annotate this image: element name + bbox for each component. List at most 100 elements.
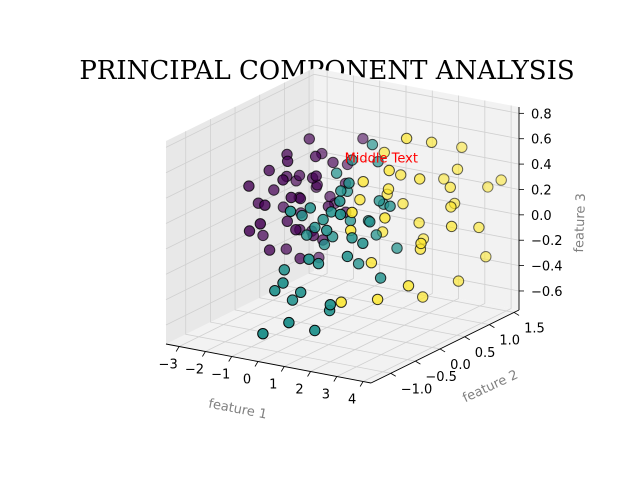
x-tick-label: −1 <box>211 368 230 383</box>
point-class-2 <box>445 220 458 233</box>
point-class-2 <box>395 169 407 181</box>
z-tick-label: −0.6 <box>531 285 563 300</box>
point-class-1 <box>301 229 313 241</box>
point-class-1 <box>352 258 365 270</box>
point-class-0 <box>280 243 292 255</box>
x-tick-label: 2 <box>295 383 303 398</box>
x-tick <box>307 371 311 377</box>
point-class-0 <box>259 199 271 211</box>
point-class-2 <box>451 163 464 176</box>
point-class-2 <box>452 275 465 287</box>
point-class-1 <box>341 250 354 263</box>
point-class-1 <box>312 257 325 270</box>
z-tick-label: 0.0 <box>531 209 552 224</box>
grid-line-y <box>234 106 441 350</box>
point-class-2 <box>414 173 426 185</box>
point-class-1 <box>286 294 299 306</box>
grid-line-x <box>336 100 486 377</box>
point-class-1 <box>372 156 384 168</box>
grid-line-z <box>165 73 520 148</box>
point-class-1 <box>303 253 315 265</box>
y-axis-label: feature 2 <box>460 367 520 406</box>
point-class-2 <box>417 291 429 303</box>
point-class-1 <box>364 216 376 228</box>
point-class-2 <box>365 257 378 269</box>
y-tick-label: −1.0 <box>401 382 433 397</box>
point-class-1 <box>295 286 307 298</box>
point-class-0 <box>277 174 289 186</box>
x-tick <box>280 366 285 372</box>
grid-line-y <box>259 94 465 338</box>
floor-pane <box>166 271 519 383</box>
point-class-2 <box>473 221 485 234</box>
point-class-0 <box>243 225 256 237</box>
x-tick <box>175 346 180 352</box>
point-class-0 <box>310 170 322 182</box>
data-points <box>243 132 507 340</box>
point-class-0 <box>290 224 302 236</box>
point-class-1 <box>304 202 316 214</box>
point-class-2 <box>413 217 425 229</box>
grid-line-y <box>209 119 416 362</box>
point-class-1 <box>346 154 358 166</box>
point-class-0 <box>357 132 369 145</box>
x-tick-label: 0 <box>243 373 251 388</box>
x-tick <box>202 351 206 357</box>
point-class-2 <box>382 183 395 195</box>
point-class-0 <box>281 155 294 168</box>
point-class-1 <box>318 238 331 251</box>
x-tick-label: 3 <box>322 388 330 403</box>
middle-text-annotation: Middle Text <box>345 152 418 167</box>
z-tick-label: 0.6 <box>531 133 552 148</box>
point-class-1 <box>370 229 382 241</box>
point-class-2 <box>402 280 415 292</box>
point-class-2 <box>379 212 391 224</box>
point-class-1 <box>330 167 343 179</box>
y-tick-label: 1.0 <box>499 334 520 349</box>
point-class-2 <box>438 173 450 185</box>
z-tick-label: 0.8 <box>531 107 552 122</box>
point-class-0 <box>268 184 280 196</box>
point-class-2 <box>378 146 390 159</box>
point-class-2 <box>480 251 492 263</box>
point-class-2 <box>346 206 358 219</box>
point-class-0 <box>327 156 339 169</box>
point-class-0 <box>263 164 275 177</box>
point-class-0 <box>285 191 297 204</box>
x-tick <box>333 376 338 382</box>
grid-line-x <box>205 75 354 352</box>
point-class-1 <box>334 208 347 221</box>
back-pane <box>314 68 519 310</box>
point-class-1 <box>309 221 321 234</box>
point-class-1 <box>269 285 281 297</box>
y-tick-label: 0.0 <box>450 358 471 373</box>
point-class-0 <box>254 218 266 230</box>
point-class-1 <box>335 185 347 197</box>
x-tick-label: −3 <box>159 358 178 373</box>
y-tick <box>464 336 470 341</box>
point-class-1 <box>373 195 385 207</box>
x-tick-label: 1 <box>269 378 277 393</box>
y-tick <box>439 348 446 353</box>
point-class-1 <box>346 232 358 244</box>
y-tick <box>489 324 495 328</box>
grid-line-x <box>310 95 459 372</box>
point-class-2 <box>425 136 438 149</box>
point-class-2 <box>482 181 494 193</box>
x-tick <box>359 381 364 387</box>
y-tick-label: 1.5 <box>524 321 545 336</box>
y-tick <box>513 312 520 316</box>
grid-line-x <box>178 70 328 347</box>
point-class-2 <box>495 174 507 186</box>
z-tick-label: −0.4 <box>531 260 563 275</box>
point-class-1 <box>309 324 321 337</box>
y-tick <box>390 372 396 377</box>
point-class-1 <box>284 205 297 218</box>
point-class-2 <box>400 132 413 145</box>
grid-line-x <box>284 90 433 367</box>
z-axis-label: feature 3 <box>572 193 589 253</box>
point-class-1 <box>317 213 329 226</box>
x-tick <box>228 356 233 362</box>
point-class-1 <box>343 177 355 189</box>
